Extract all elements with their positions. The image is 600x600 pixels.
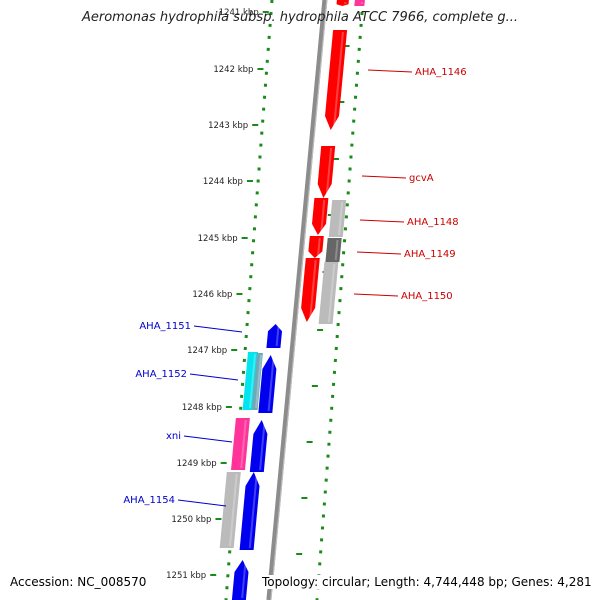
leader-line (177, 499, 227, 507)
gene-label: gcvA (409, 173, 434, 184)
gene-label: AHA_1146 (415, 67, 467, 78)
feature-sheen (333, 31, 344, 129)
feature-sheen (259, 421, 266, 471)
leader-line (361, 175, 407, 179)
ruler-label: 1245 kbp (198, 234, 238, 244)
ruler-label: 1250 kbp (171, 515, 211, 525)
ruler-label: 1242 kbp (213, 65, 253, 75)
cds-arrow-aha-1152 (258, 355, 277, 413)
gene-label: AHA_1150 (401, 291, 453, 302)
feature-sheen (325, 147, 333, 197)
feature-sheen (248, 473, 258, 549)
feature-grey-1 (328, 200, 347, 237)
ruler-label: 1251 kbp (166, 571, 206, 581)
ruler-label: 1243 kbp (208, 121, 248, 131)
cds-arrow-aha-1154 (239, 472, 260, 550)
feature-grey-2 (318, 262, 339, 324)
gene-label: xni (166, 431, 181, 442)
dotted-guide-outer (315, 0, 365, 600)
feature-cyan (242, 352, 258, 410)
cds-arrow-aha-1146 (325, 30, 348, 130)
feature-sheen (267, 356, 275, 412)
leader-line (189, 373, 239, 381)
feature-sheen (320, 199, 326, 234)
gene-label: AHA_1152 (135, 369, 187, 380)
feature-sheen (309, 259, 317, 321)
feature-dark-grey (325, 238, 342, 262)
feature-sheen (241, 561, 247, 599)
ruler-label: 1244 kbp (203, 177, 243, 187)
feature-sheen (334, 239, 339, 261)
cds-arrow-aha-1149 (308, 236, 324, 258)
feature-sheen (249, 353, 257, 409)
feature-pink (231, 418, 250, 470)
dotted-guide-inner (224, 0, 274, 600)
accession-text: Accession: NC_008570 (8, 575, 149, 589)
feature-sheen (338, 201, 344, 236)
cds-arrow-aha-1150 (301, 258, 320, 322)
cds-arrow-aha-1148 (312, 198, 329, 235)
feature-sheen (240, 419, 247, 469)
cds-arrow-gcva (317, 146, 336, 198)
cds-arrow-partial-top (336, 0, 349, 6)
gene-label: AHA_1154 (123, 495, 175, 506)
feature-sheen (229, 473, 238, 547)
leader-line (353, 293, 399, 297)
leader-line (193, 325, 243, 333)
leader-line (367, 69, 413, 73)
genome-backbone-highlight (270, 0, 328, 600)
gene-label: AHA_1148 (407, 217, 459, 228)
feature-grey-3 (219, 472, 241, 548)
cds-arrow-partial-bottom (231, 560, 249, 600)
cds-arrow-aha-1151 (266, 324, 282, 348)
feature-sheen (327, 263, 336, 323)
leader-line (183, 435, 233, 443)
ruler-label: 1249 kbp (177, 459, 217, 469)
cds-arrow-xni (249, 420, 268, 472)
feature-sheen (275, 325, 280, 347)
genome-summary-text: Topology: circular; Length: 4,744,448 bp… (260, 575, 594, 589)
leader-line (359, 219, 405, 223)
genome-backbone (266, 0, 328, 600)
ruler-label: 1241 kbp (219, 8, 259, 18)
leader-line (356, 251, 402, 255)
map-title: Aeromonas hydrophila subsp. hydrophila A… (81, 10, 519, 25)
gene-label: AHA_1151 (139, 321, 191, 332)
ruler-label: 1248 kbp (182, 403, 222, 413)
feature-teal (251, 353, 263, 410)
ruler-label: 1246 kbp (192, 290, 232, 300)
feature-partial-top (354, 0, 365, 6)
ruler-label: 1247 kbp (187, 346, 227, 356)
feature-sheen (317, 237, 321, 257)
gene-label: AHA_1149 (404, 249, 456, 260)
feature-sheen (255, 354, 263, 409)
